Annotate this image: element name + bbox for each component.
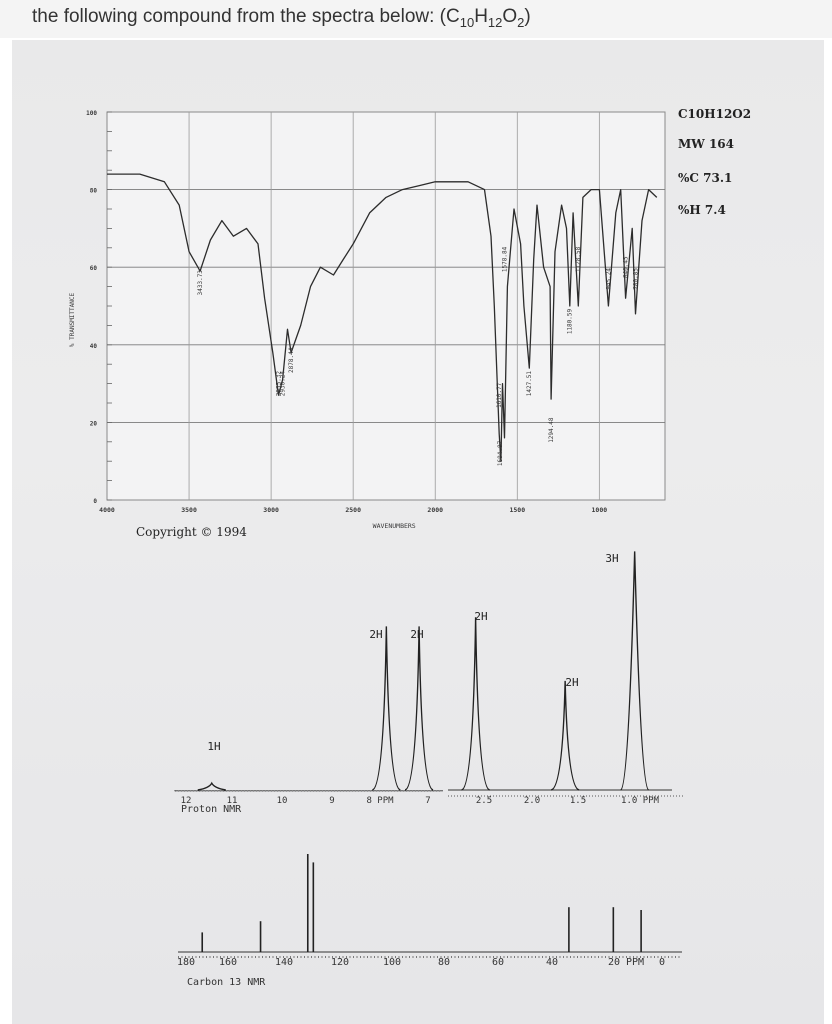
cnmr-tick-label: 80 <box>438 957 450 968</box>
cnmr-tick-label: 140 <box>275 957 293 968</box>
cnmr-tick-label: 160 <box>219 957 237 968</box>
ir-y-tick-label: 20 <box>90 420 98 427</box>
hnmr-integral-label: 2H <box>565 676 578 689</box>
hnmr-peak <box>461 617 491 791</box>
ir-peak-label: 1180.59 <box>567 308 574 334</box>
hnmr-tick-label: 12 <box>181 796 192 806</box>
ir-info-text: MW 164 <box>678 137 734 151</box>
ir-spectrum-line <box>107 173 658 462</box>
ir-x-tick-label: 3500 <box>181 506 197 514</box>
formula-sub-h: 12 <box>487 14 503 30</box>
ir-peak-label: 1578.84 <box>501 246 508 272</box>
ir-peak-label: 3433.73 <box>197 270 204 296</box>
hnmr-tick-label: 8 PPM <box>366 796 394 806</box>
ir-x-tick-label: 2500 <box>345 506 361 514</box>
ir-y-tick-label: 0 <box>93 498 97 505</box>
hnmr-integral-label: 3H <box>605 552 618 565</box>
ir-peak-label: 1427.51 <box>526 371 533 397</box>
cnmr-tick-label: 120 <box>331 957 349 968</box>
ir-x-tick-label: 1000 <box>592 506 608 514</box>
cnmr-tick-label: 100 <box>383 957 401 968</box>
ir-peak-label: 1128.58 <box>575 246 582 272</box>
ir-x-tick-label: 4000 <box>99 506 115 514</box>
hnmr-integral-label: 1H <box>207 740 220 753</box>
ir-plot-frame <box>106 111 666 501</box>
hnmr-integral-label: 2H <box>410 628 423 641</box>
hnmr-title: Proton NMR <box>181 804 242 815</box>
ir-info-text: %C 73.1 <box>678 171 732 185</box>
cnmr-tick-label: 40 <box>546 957 558 968</box>
ir-peak-label: 1604.87 <box>497 440 504 466</box>
hnmr-tick-label: 1.0 PPM <box>621 796 660 806</box>
hnmr-tick-label: 2.0 <box>524 796 540 806</box>
hnmr-peak <box>371 626 401 791</box>
ir-y-tick-label: 60 <box>90 265 98 272</box>
ir-peak-label: 945.24 <box>605 268 612 290</box>
ir-peak-label: 1294.48 <box>548 417 555 443</box>
hnmr-peak <box>550 680 580 791</box>
hnmr-peak <box>620 551 650 791</box>
ir-copyright: Copyright © 1994 <box>136 525 247 539</box>
formula-sub-c: 10 <box>459 14 475 30</box>
ir-peak-label: 2878.44 <box>288 347 295 373</box>
ir-peak-label: 840.45 <box>623 256 630 278</box>
hnmr-tick-label: 2.5 <box>476 796 492 806</box>
ir-x-axis-title: WAVENUMBERS <box>373 522 416 530</box>
ir-y-tick-label: 100 <box>86 110 97 117</box>
formula-sub-o: 2 <box>517 14 525 30</box>
ir-y-tick-label: 40 <box>90 343 98 350</box>
cnmr-title: Carbon 13 NMR <box>187 977 266 988</box>
question-text: the following compound from the spectra … <box>0 0 832 38</box>
ir-x-tick-label: 2000 <box>427 506 443 514</box>
hnmr-integral-label: 2H <box>369 628 382 641</box>
cnmr-tick-label: 180 <box>177 957 195 968</box>
ir-x-tick-label: 3000 <box>263 506 279 514</box>
ir-info-text: C10H12O2 <box>678 107 751 121</box>
hnmr-tick-label: 11 <box>227 796 238 806</box>
ir-y-tick-label: 80 <box>90 188 98 195</box>
ir-peak-label: 1610.77 <box>496 382 503 408</box>
hnmr-peak <box>404 626 434 791</box>
hnmr-tick-label: 10 <box>277 796 288 806</box>
hnmr-tick-label: 1.5 <box>570 796 586 806</box>
cnmr-tick-label: 20 PPM <box>608 957 644 968</box>
ir-info-text: %H 7.4 <box>678 203 726 217</box>
ir-peak-label: 2955.32 <box>275 371 282 397</box>
hnmr-integral-label: 2H <box>474 610 487 623</box>
formula-o: O <box>502 6 518 27</box>
cnmr-tick-label: 0 <box>659 957 665 968</box>
hnmr-tick-label: 9 <box>329 796 334 806</box>
hnmr-peak <box>197 781 226 791</box>
formula-h: H <box>474 6 488 27</box>
question-prefix: the following compound from the spectra … <box>32 6 460 27</box>
ir-peak-label: 780.85 <box>632 268 639 290</box>
hnmr-tick-label: 7 <box>425 796 430 806</box>
ir-peak-label: 2930.24 <box>280 371 287 397</box>
cnmr-tick-label: 60 <box>492 957 504 968</box>
ir-x-tick-label: 1500 <box>509 506 525 514</box>
hnmr-baseline <box>174 790 443 792</box>
question-suffix: ) <box>524 6 531 27</box>
ir-y-axis-title: % TRANSMITTANCE <box>69 293 76 348</box>
